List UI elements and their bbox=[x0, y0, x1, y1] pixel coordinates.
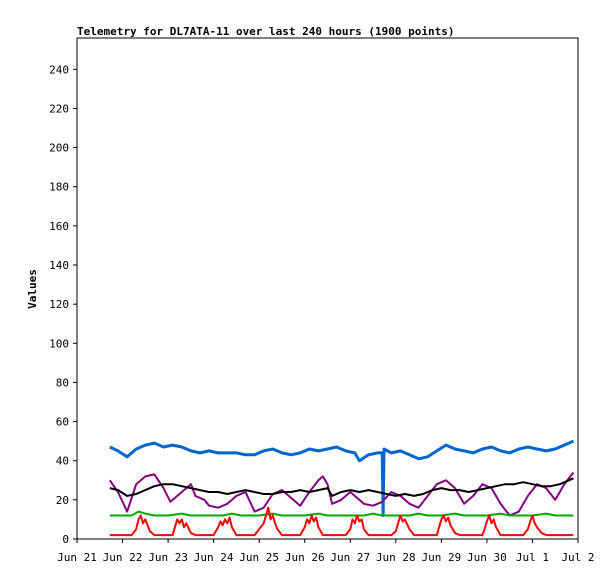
plot-frame bbox=[76, 37, 579, 540]
series-layer bbox=[108, 439, 575, 537]
x-tick-label: Jul 1 bbox=[516, 551, 549, 564]
x-tick-label: Jun 26 bbox=[285, 551, 325, 564]
y-tick-label: 220 bbox=[49, 102, 69, 115]
series-line-5 bbox=[109, 506, 574, 537]
x-tick-label: Jun 21 bbox=[57, 551, 97, 564]
x-tick-label: Jun 29 bbox=[421, 551, 461, 564]
series-line-2 bbox=[108, 471, 575, 517]
x-tick-label: Jun 25 bbox=[239, 551, 279, 564]
y-tick-label: 40 bbox=[56, 455, 69, 468]
y-tick-label: 240 bbox=[49, 63, 69, 76]
x-tick-label: Jun 30 bbox=[467, 551, 507, 564]
series-line-4 bbox=[109, 510, 574, 517]
y-tick-label: 180 bbox=[49, 181, 69, 194]
y-axis-label: Values bbox=[26, 269, 39, 309]
y-tick-label: 0 bbox=[62, 533, 69, 546]
y-tick-label: 140 bbox=[49, 259, 69, 272]
x-tick-label: Jun 22 bbox=[103, 551, 143, 564]
chart-title: Telemetry for DL7ATA-11 over last 240 ho… bbox=[77, 25, 455, 38]
y-tick-label: 160 bbox=[49, 220, 69, 233]
y-tick-label: 120 bbox=[49, 298, 69, 311]
x-tick-label: Jul 2 bbox=[561, 551, 594, 564]
x-tick-label: Jun 27 bbox=[330, 551, 370, 564]
series-line-3 bbox=[109, 477, 574, 497]
x-tick-label: Jun 28 bbox=[376, 551, 416, 564]
y-tick-label: 60 bbox=[56, 416, 69, 429]
y-tick-label: 20 bbox=[56, 494, 69, 507]
x-tick-label: Jun 24 bbox=[194, 551, 234, 564]
x-axis: Jun 21 Jun 22 Jun 23 Jun 24 Jun 25 Jun 26 Jun … bbox=[57, 539, 595, 564]
x-tick-label: Jun 23 bbox=[148, 551, 188, 564]
y-tick-label: 200 bbox=[49, 142, 69, 155]
series-line-1 bbox=[109, 439, 575, 517]
y-tick-label: 100 bbox=[49, 337, 69, 350]
y-axis: 0 20 40 60 80 100 120 140 160 180 200 220 240 bbox=[49, 63, 77, 546]
y-tick-label: 80 bbox=[56, 376, 69, 389]
